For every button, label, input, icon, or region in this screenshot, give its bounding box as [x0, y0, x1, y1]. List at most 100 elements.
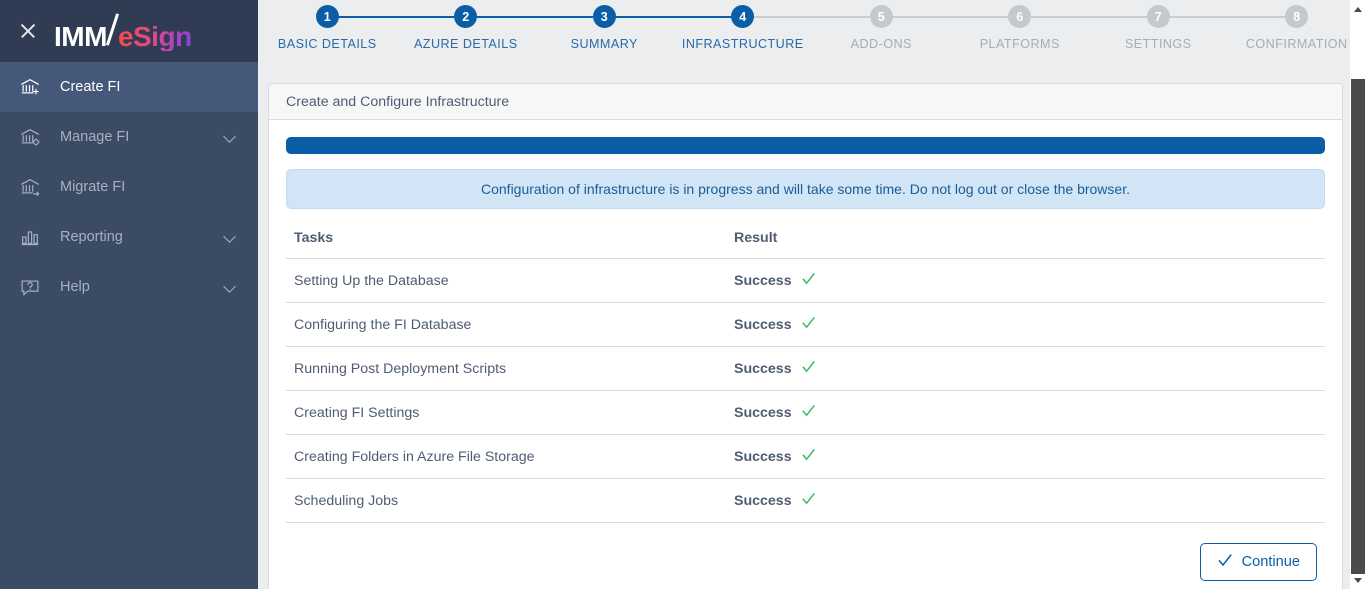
step-connector-right	[892, 16, 951, 18]
task-result-text: Success	[734, 449, 792, 465]
table-row: Scheduling Jobs Success	[286, 478, 1325, 523]
card-actions: Continue	[286, 523, 1325, 581]
chevron-down-icon[interactable]	[224, 231, 236, 243]
step-label[interactable]: SUMMARY	[570, 37, 638, 51]
step-number[interactable]: 7	[1146, 5, 1170, 28]
task-result: Success	[726, 302, 1325, 347]
wizard-stepper: 1 BASIC DETAILS 2 AZURE DETAILS 3 SUMMAR…	[258, 0, 1366, 70]
step-number[interactable]: 5	[869, 5, 893, 28]
logo-slash-icon	[106, 12, 119, 46]
page-scrollbar[interactable]	[1350, 0, 1366, 589]
step-connector-right	[753, 16, 812, 18]
close-icon[interactable]	[18, 21, 38, 41]
tasks-table-body: Setting Up the Database Success Configur…	[286, 258, 1325, 523]
task-result: Success	[726, 258, 1325, 303]
step-connector-right	[615, 16, 674, 18]
sidebar-item-help[interactable]: Help	[0, 262, 258, 312]
sidebar-item-label: Migrate FI	[60, 179, 126, 195]
step-number[interactable]: 4	[731, 5, 755, 28]
task-name: Running Post Deployment Scripts	[286, 346, 726, 391]
step-connector-right	[338, 16, 397, 18]
step-connector-right	[1169, 16, 1228, 18]
progress-fill	[286, 137, 1325, 154]
sidebar-item-migrate-fi[interactable]: Migrate FI	[0, 162, 258, 212]
tasks-table: Tasks Result Setting Up the Database Suc…	[286, 230, 1325, 523]
app-logo: IMM eSign	[54, 12, 192, 51]
task-name: Creating Folders in Azure File Storage	[286, 434, 726, 479]
step-connector-left	[396, 16, 455, 18]
step-settings[interactable]: 7 SETTINGS	[1089, 0, 1228, 51]
task-name: Configuring the FI Database	[286, 302, 726, 347]
check-icon	[801, 315, 816, 334]
step-label[interactable]: BASIC DETAILS	[277, 37, 377, 51]
step-infrastructure[interactable]: 4 INFRASTRUCTURE	[673, 0, 812, 51]
task-name: Creating FI Settings	[286, 390, 726, 435]
step-connector-left	[1227, 16, 1286, 18]
chevron-down-icon[interactable]	[224, 131, 236, 143]
step-connector-right	[1030, 16, 1089, 18]
step-number[interactable]: 8	[1285, 5, 1309, 28]
sidebar-item-label: Help	[60, 279, 90, 295]
table-row: Running Post Deployment Scripts Success	[286, 346, 1325, 391]
chevron-down-icon[interactable]	[224, 281, 236, 293]
check-icon	[801, 403, 816, 422]
task-result-text: Success	[734, 405, 792, 421]
task-result-text: Success	[734, 317, 792, 333]
step-confirmation[interactable]: 8 CONFIRMATION	[1227, 0, 1366, 51]
check-icon	[1217, 552, 1233, 572]
step-number[interactable]: 3	[592, 5, 616, 28]
check-icon	[801, 359, 816, 378]
column-header-result: Result	[726, 230, 1325, 259]
sidebar-item-label: Reporting	[60, 229, 123, 245]
sidebar: IMM eSign Create FI	[0, 0, 258, 589]
scroll-up-arrow-icon[interactable]	[1350, 1, 1366, 17]
step-number[interactable]: 2	[454, 5, 478, 28]
main-content: 1 BASIC DETAILS 2 AZURE DETAILS 3 SUMMAR…	[258, 0, 1366, 589]
info-alert: Configuration of infrastructure is in pr…	[286, 169, 1325, 209]
card-title: Create and Configure Infrastructure	[269, 84, 1342, 120]
table-row: Configuring the FI Database Success	[286, 302, 1325, 347]
step-label[interactable]: INFRASTRUCTURE	[681, 37, 804, 51]
step-connector-left	[535, 16, 594, 18]
tasks-table-head: Tasks Result	[286, 230, 1325, 259]
step-label[interactable]: SETTINGS	[1124, 37, 1192, 51]
sidebar-item-label: Create FI	[60, 79, 121, 95]
step-add-ons[interactable]: 5 ADD-ONS	[812, 0, 951, 51]
task-result: Success	[726, 434, 1325, 479]
step-number[interactable]: 6	[1008, 5, 1032, 28]
task-result: Success	[726, 390, 1325, 435]
table-row: Setting Up the Database Success	[286, 258, 1325, 303]
table-row: Creating Folders in Azure File Storage S…	[286, 434, 1325, 479]
sidebar-nav: Create FI Manage FI	[0, 62, 258, 312]
help-bubble-icon	[18, 275, 42, 299]
step-summary[interactable]: 3 SUMMARY	[535, 0, 674, 51]
bar-chart-icon	[18, 225, 42, 249]
sidebar-item-manage-fi[interactable]: Manage FI	[0, 112, 258, 162]
continue-button[interactable]: Continue	[1199, 543, 1317, 581]
table-header-row: Tasks Result	[286, 230, 1325, 259]
step-label[interactable]: PLATFORMS	[979, 37, 1060, 51]
step-connector-right	[476, 16, 535, 18]
step-number[interactable]: 1	[315, 5, 339, 28]
step-label[interactable]: CONFIRMATION	[1245, 37, 1348, 51]
scrollbar-thumb[interactable]	[1351, 79, 1365, 574]
check-icon	[801, 447, 816, 466]
step-label[interactable]: ADD-ONS	[850, 37, 912, 51]
step-label[interactable]: AZURE DETAILS	[413, 37, 518, 51]
step-platforms[interactable]: 6 PLATFORMS	[950, 0, 1089, 51]
step-azure-details[interactable]: 2 AZURE DETAILS	[396, 0, 535, 51]
continue-button-label: Continue	[1241, 554, 1300, 570]
logo-imm-text: IMM	[54, 20, 107, 52]
step-connector-left	[673, 16, 732, 18]
scroll-down-arrow-icon[interactable]	[1350, 572, 1366, 588]
check-icon	[801, 271, 816, 290]
column-header-tasks: Tasks	[286, 230, 726, 259]
step-connector-left	[1089, 16, 1148, 18]
infrastructure-progress-bar	[286, 137, 1325, 154]
step-basic-details[interactable]: 1 BASIC DETAILS	[258, 0, 397, 51]
task-result-text: Success	[734, 493, 792, 509]
sidebar-item-reporting[interactable]: Reporting	[0, 212, 258, 262]
logo-esign-text: eSign	[117, 20, 192, 52]
sidebar-item-create-fi[interactable]: Create FI	[0, 62, 258, 112]
